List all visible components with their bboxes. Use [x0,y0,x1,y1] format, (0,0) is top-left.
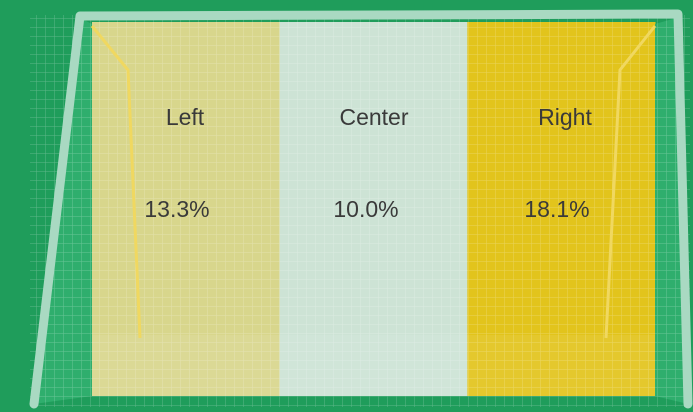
zone-value: 13.3% [144,196,209,222]
zone-label: Left [166,104,205,130]
goal-frame [29,9,693,409]
net [30,15,690,407]
right-back-frame [604,25,657,339]
labels: Left 13.3% Center 10.0% Right 18.1% [144,104,592,222]
ground-shade [92,335,655,396]
zone-value: 10.0% [333,196,398,222]
zone-label: Right [538,104,592,130]
left-back-frame [90,25,142,339]
zone-label: Center [339,104,408,130]
zone-value: 18.1% [524,196,589,222]
